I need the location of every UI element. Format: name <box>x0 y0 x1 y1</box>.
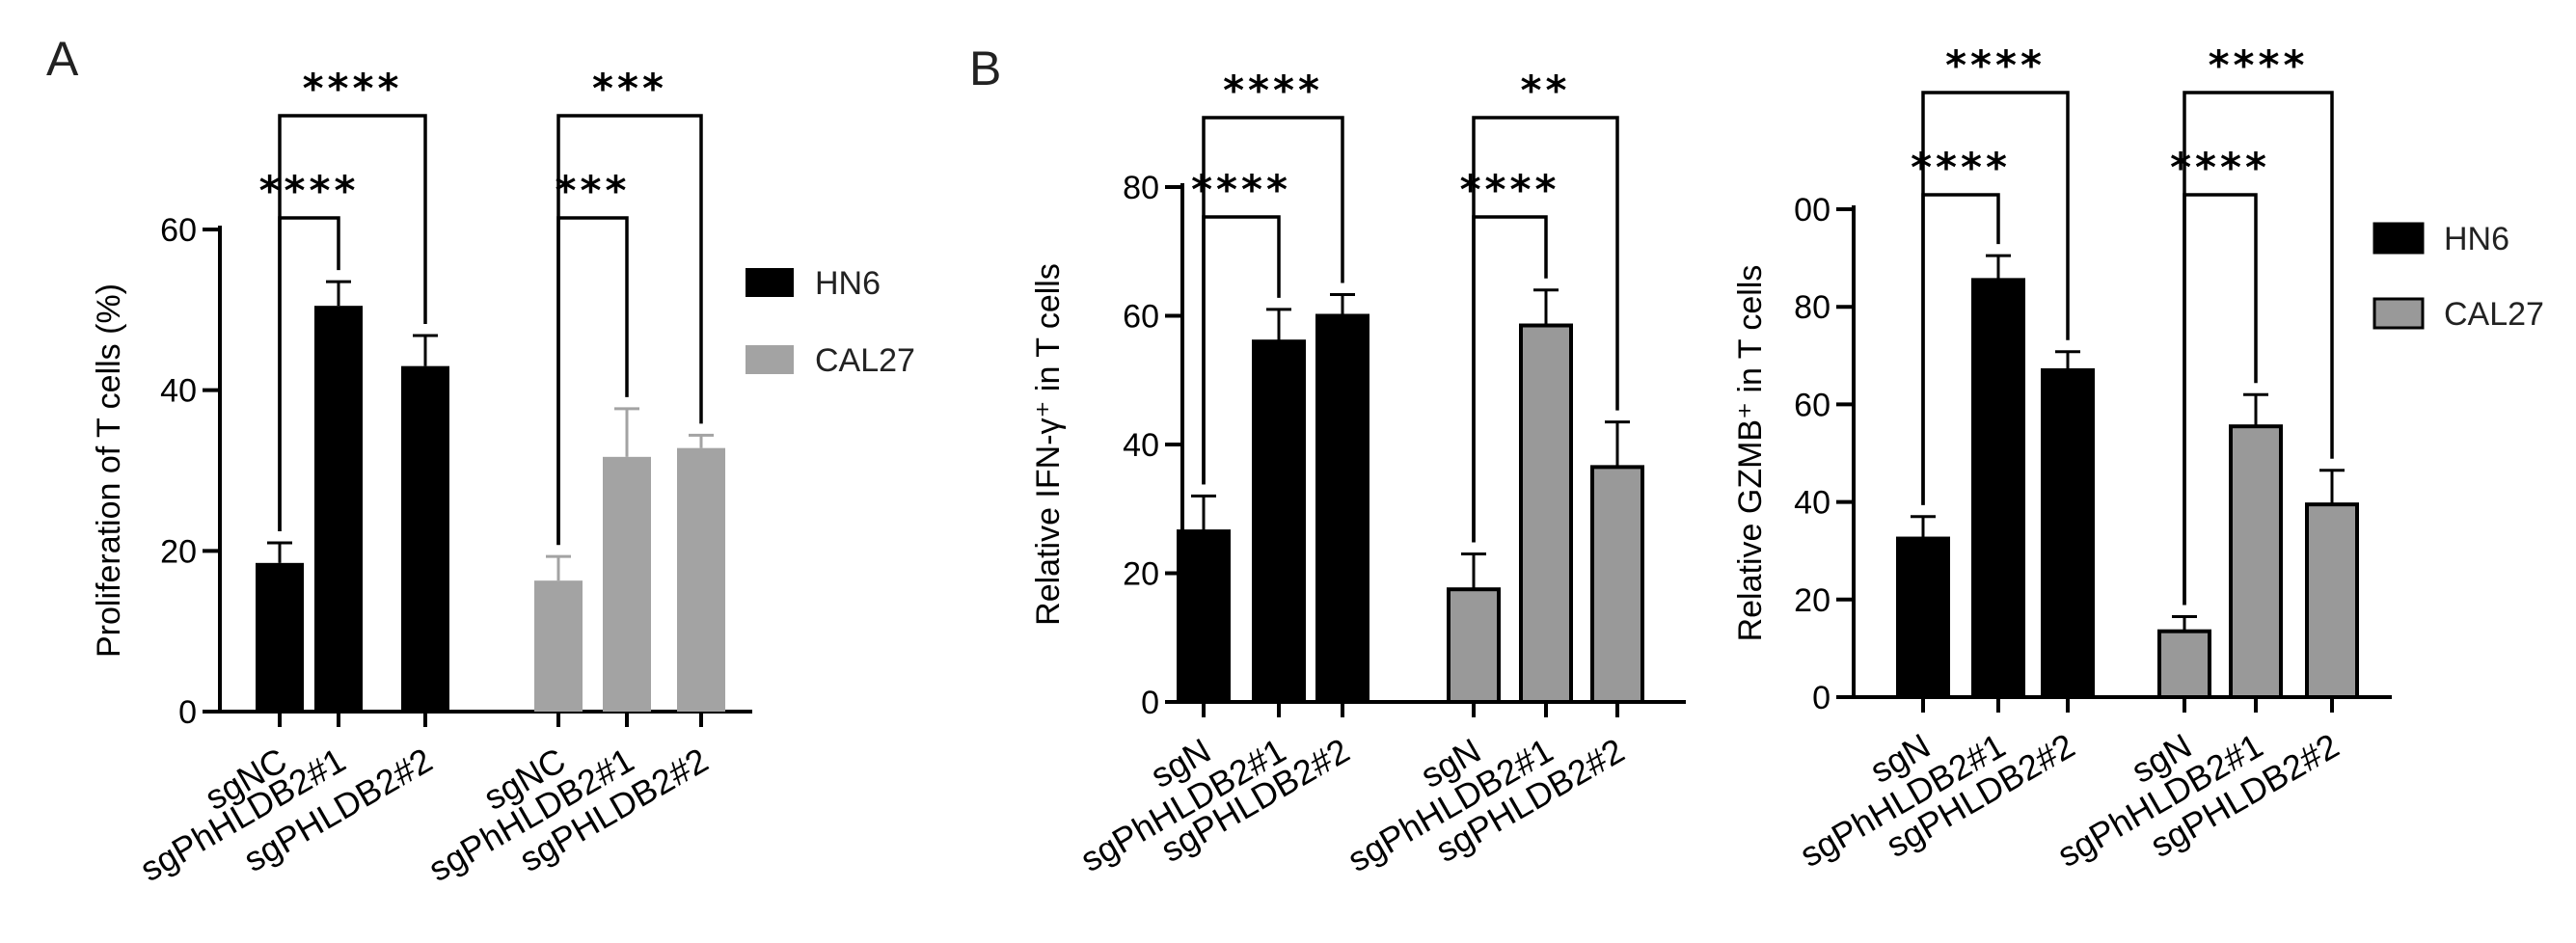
bar-CAL27-sgPHLDB2#2 <box>677 447 725 712</box>
y-tick-label: 80 <box>1123 170 1159 206</box>
legend-swatch-CAL27 <box>746 345 794 374</box>
significance-bracket <box>2183 91 2334 606</box>
significance-label: *** <box>592 65 667 112</box>
y-tick-label: 40 <box>160 373 197 410</box>
y-axis-label: Relative IFN-γ⁺ in T cells <box>1030 263 1067 626</box>
significance-bracket <box>556 114 703 546</box>
bar-CAL27-sgN <box>1447 587 1501 704</box>
bar-CAL27-sgPhHLDB2#1 <box>1519 323 1573 704</box>
y-tick-label: 20 <box>1123 556 1159 593</box>
y-tick-label: 60 <box>160 212 197 249</box>
bar-HN6-sgNC <box>256 562 304 712</box>
panel-label-A: A <box>46 32 79 86</box>
y-tick-label: 80 <box>1794 289 1830 326</box>
bar-CAL27-sgNC <box>534 580 583 712</box>
bar-HN6-sgPHLDB2#2 <box>2041 367 2095 699</box>
y-tick-label: 40 <box>1123 427 1159 464</box>
bar-HN6-sgPhHLDB2#1 <box>1252 339 1306 704</box>
bar-CAL27-sgPhHLDB2#1 <box>603 456 651 712</box>
legend-label: CAL27 <box>815 342 915 379</box>
significance-label: ** <box>1521 67 1571 114</box>
significance-label: **** <box>1191 166 1291 213</box>
significance-label: **** <box>1911 144 2011 191</box>
significance-bracket <box>1472 116 1619 543</box>
bar-HN6-sgPHLDB2#2 <box>401 365 449 712</box>
significance-bracket <box>1921 91 2070 505</box>
y-axis-label: Relative GZMB⁺ in T cells <box>1732 265 1769 642</box>
y-tick-label: 00 <box>1794 192 1830 229</box>
bar-CAL27-sgN <box>2157 629 2211 699</box>
bar-CAL27-sgPHLDB2#2 <box>2305 502 2359 699</box>
significance-label: *** <box>556 167 631 214</box>
significance-label: **** <box>303 65 403 112</box>
legend-label: HN6 <box>2444 221 2509 257</box>
legend-swatch-HN6 <box>2373 222 2425 255</box>
legend-swatch-CAL27 <box>2373 297 2425 330</box>
bar-HN6-sgN <box>1177 529 1231 704</box>
y-tick-label: 0 <box>1812 680 1830 716</box>
significance-label: **** <box>2209 41 2309 89</box>
significance-bracket <box>278 114 427 531</box>
panel-label-B: B <box>969 41 1001 95</box>
bar-HN6-sgPhHLDB2#1 <box>314 306 363 712</box>
bar-HN6-sgN <box>1896 536 1950 699</box>
y-tick-label: 60 <box>1123 299 1159 336</box>
y-tick-label: 0 <box>1141 685 1159 721</box>
legend-swatch-HN6 <box>746 268 794 297</box>
bar-HN6-sgPHLDB2#2 <box>1315 313 1369 704</box>
y-axis-label: Proliferation of T cells (%) <box>91 283 127 658</box>
y-tick-label: 20 <box>1794 582 1830 619</box>
y-tick-label: 20 <box>160 533 197 570</box>
significance-label: **** <box>1223 67 1323 114</box>
significance-label: **** <box>1945 41 2046 89</box>
y-tick-label: 60 <box>1794 387 1830 423</box>
bar-CAL27-sgPhHLDB2#1 <box>2229 424 2283 699</box>
legend-label: HN6 <box>815 265 881 302</box>
significance-label: **** <box>259 167 360 214</box>
bar-HN6-sgPhHLDB2#1 <box>1971 278 2025 699</box>
y-tick-label: 0 <box>178 694 197 731</box>
y-tick-label: 40 <box>1794 485 1830 522</box>
significance-label: **** <box>1460 166 1560 213</box>
bar-CAL27-sgPHLDB2#2 <box>1590 465 1644 704</box>
significance-bracket <box>1202 116 1344 485</box>
legend-label: CAL27 <box>2444 296 2544 333</box>
